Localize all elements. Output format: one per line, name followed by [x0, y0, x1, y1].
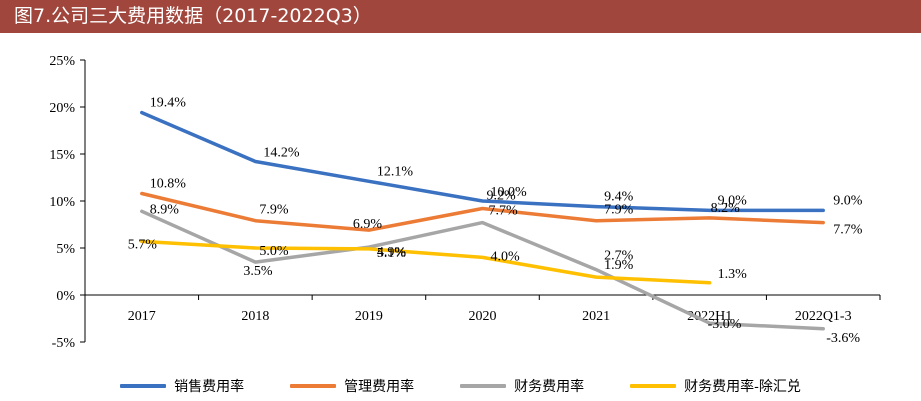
- data-label: 7.9%: [259, 203, 289, 218]
- legend-label: 销售费用率: [174, 379, 245, 395]
- series-line-4: [140, 239, 712, 285]
- x-tick-label: 2019: [355, 309, 383, 324]
- data-label: 9.2%: [487, 189, 517, 204]
- data-label: 14.2%: [263, 146, 300, 161]
- data-label: 3.5%: [243, 264, 273, 279]
- legend-entry: 财务费用率: [460, 376, 584, 396]
- data-label: 9.0%: [833, 193, 863, 208]
- x-tick-label: 2022H1: [687, 309, 732, 324]
- series-line-1: [140, 110, 825, 213]
- data-label: 10.0%: [491, 185, 528, 200]
- data-label: 8.2%: [711, 201, 741, 216]
- legend-swatch: [290, 384, 337, 388]
- data-label: 10.8%: [150, 176, 187, 191]
- legend-swatch: [460, 384, 507, 388]
- y-tick-label: 25%: [49, 54, 75, 69]
- legend-entry: 财务费用率-除汇兑: [630, 376, 801, 396]
- x-tick-label: 2020: [469, 309, 497, 324]
- y-tick-label: 15%: [49, 148, 75, 163]
- x-tick-label: 2021: [582, 309, 610, 324]
- y-tick-label: 20%: [49, 101, 75, 116]
- data-label: 7.9%: [604, 203, 634, 218]
- legend-swatch: [120, 384, 167, 388]
- data-label: 1.3%: [718, 267, 748, 282]
- data-label: 19.4%: [150, 96, 187, 111]
- x-tick-label: 2017: [128, 309, 156, 324]
- data-label: 9.4%: [604, 190, 634, 205]
- legend-label: 管理费用率: [344, 379, 415, 395]
- data-label: 5.1%: [377, 246, 407, 261]
- line-chart: -5% 0% 5% 10% 15% 20% 25% 2017 2018 2019 2020 2021 2…: [49, 54, 881, 351]
- series-line-3: [140, 209, 825, 331]
- y-tick-label: 10%: [49, 195, 75, 210]
- data-label: 12.1%: [377, 164, 414, 179]
- legend-entry: 管理费用率: [290, 376, 414, 396]
- legend: 销售费用率 管理费用率 财务费用率 财务费用率-除汇兑: [0, 372, 921, 400]
- data-label: -3.0%: [708, 317, 742, 332]
- legend-label: 财务费用率-除汇兑: [684, 379, 801, 395]
- data-label: 6.9%: [353, 217, 383, 232]
- data-label: 7.7%: [489, 204, 519, 219]
- legend-label: 财务费用率: [514, 379, 585, 395]
- data-label: 1.9%: [604, 258, 634, 273]
- y-tick-label: -5%: [52, 336, 76, 351]
- data-label: 9.0%: [718, 193, 748, 208]
- data-label: 4.0%: [491, 249, 521, 264]
- y-tick-label: 0%: [56, 289, 75, 304]
- data-label: 8.9%: [150, 202, 180, 217]
- series-line-2: [140, 191, 825, 232]
- data-label: 2.7%: [604, 249, 634, 264]
- legend-entry: 销售费用率: [120, 376, 244, 396]
- y-tick-label: 5%: [56, 242, 75, 257]
- x-tick-label: 2022Q1-3: [795, 309, 852, 324]
- data-label: 4.9%: [377, 245, 407, 260]
- axes: -5% 0% 5% 10% 15% 20% 25% 2017 2018 2019 2020 2021 2…: [49, 54, 881, 351]
- data-label: 5.7%: [128, 237, 157, 252]
- data-label: 7.7%: [833, 223, 863, 238]
- data-labels: 19.4% 14.2% 12.1% 10.0% 9.4% 9.0% 9.0% 10.8% 7.9…: [128, 96, 863, 346]
- series-lines: [140, 110, 825, 331]
- legend-swatch: [630, 384, 677, 388]
- x-tick-label: 2018: [241, 309, 269, 324]
- data-label: 5.0%: [259, 244, 289, 259]
- data-label: -3.6%: [826, 331, 860, 346]
- chart-title: 图7.公司三大费用数据（2017-2022Q3）: [0, 0, 921, 33]
